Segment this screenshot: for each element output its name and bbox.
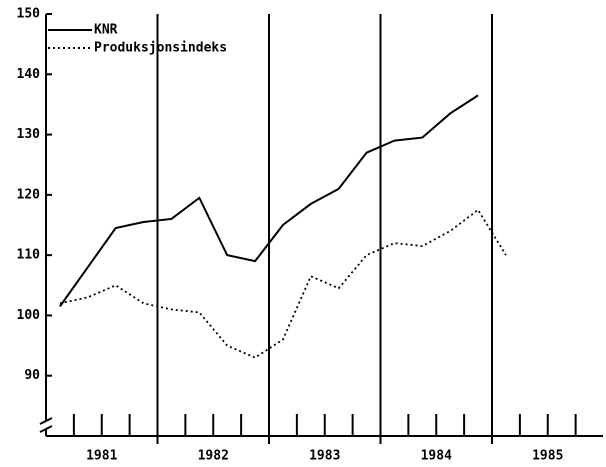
x-tick-label: 1984 [421,449,452,464]
series-line [59,94,479,307]
y-tick-label: 130 [17,127,41,142]
y-tick-label: 140 [17,67,41,82]
legend-label: KNR [94,23,118,38]
series-line [59,208,507,359]
legend-label: Produksjonsindeks [94,41,227,56]
x-tick-label: 1983 [309,449,340,464]
x-tick-label: 1982 [198,449,229,464]
y-tick-label: 100 [17,308,41,323]
axis-break [39,425,53,433]
x-tick-label: 1981 [86,449,117,464]
axis-break [39,417,53,425]
y-tick-label: 90 [24,368,40,383]
y-tick-label: 110 [17,248,41,263]
y-tick-label: 120 [17,187,41,202]
x-tick-label: 1985 [532,449,563,464]
y-tick-label: 150 [17,7,41,22]
